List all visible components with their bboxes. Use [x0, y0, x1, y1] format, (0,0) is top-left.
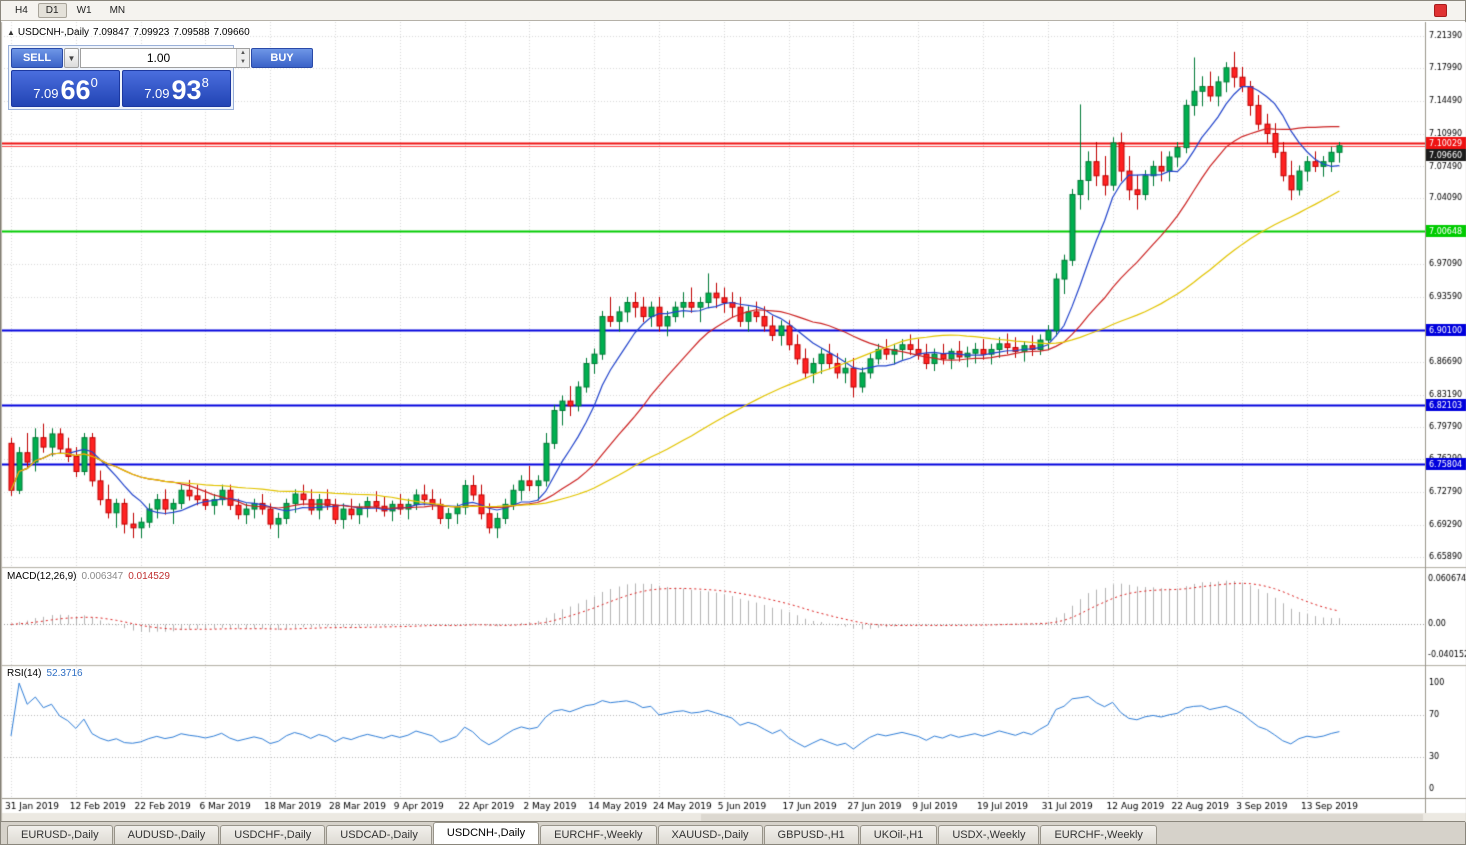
volume-spinner: ▲ ▼: [236, 49, 249, 67]
buy-price-button[interactable]: 7.09 93 8: [122, 70, 231, 107]
chart-symbol: USDCNH-,Daily: [17, 27, 90, 38]
ohlc-close: 7.09660: [213, 27, 250, 38]
sell-price-prefix: 7.09: [33, 86, 59, 101]
chart-tabs-bar: EURUSD-,Daily AUDUSD-,Daily USDCHF-,Daily U…: [1, 821, 1465, 844]
trade-panel-controls: SELL ▼ ▲ ▼ BUY: [11, 48, 313, 68]
chart-tab-8[interactable]: UKOil-,H1: [859, 825, 938, 844]
macd-name: MACD(12,26,9): [7, 571, 77, 582]
sell-price-main: 66: [60, 75, 91, 105]
chart-tab-7[interactable]: GBPUSD-,H1: [763, 825, 859, 844]
sell-button[interactable]: SELL: [11, 48, 63, 68]
macd-pane-separator[interactable]: [1, 564, 1425, 571]
macd-signal-value: 0.014529: [128, 571, 170, 582]
volume-increase-button[interactable]: ▲: [237, 49, 249, 58]
buy-price-main: 93: [171, 75, 202, 105]
buy-price-pip: 8: [201, 75, 209, 90]
ohlc-open: 7.09847: [93, 27, 130, 38]
timeframe-button-h4[interactable]: H4: [15, 5, 28, 16]
chart-tab-4[interactable]: USDCNH-,Daily: [432, 822, 540, 844]
chart-tab-9[interactable]: USDX-,Weekly: [938, 825, 1040, 844]
timeframe-button-w1[interactable]: W1: [76, 5, 92, 16]
chart-tab-1[interactable]: AUDUSD-,Daily: [113, 825, 220, 844]
rsi-pane-separator[interactable]: [1, 662, 1425, 669]
macd-indicator-label: MACD(12,26,9) 0.006347 0.014529: [7, 571, 175, 582]
sell-price-button[interactable]: 7.09 66 0: [11, 70, 120, 107]
timeframe-toolbar: H4 D1 W1 MN: [1, 1, 1465, 21]
time-axis[interactable]: [1, 798, 1425, 813]
rsi-value: 52.3716: [46, 668, 83, 679]
collapse-trade-panel-icon[interactable]: ▲: [7, 28, 15, 37]
timeframe-button-d1[interactable]: D1: [37, 3, 67, 18]
rsi-indicator-label: RSI(14) 52.3716: [7, 668, 88, 679]
ohlc-high: 7.09923: [133, 27, 170, 38]
trade-panel-prices: 7.09 66 0 7.09 93 8: [11, 70, 231, 107]
buy-price-prefix: 7.09: [144, 86, 170, 101]
price-axis[interactable]: [1425, 22, 1466, 798]
buy-button[interactable]: BUY: [251, 48, 313, 68]
volume-decrease-button[interactable]: ▼: [237, 58, 249, 67]
chart-tab-6[interactable]: XAUUSD-,Daily: [657, 825, 763, 844]
chart-tab-3[interactable]: USDCAD-,Daily: [326, 825, 432, 844]
timeframe-button-mn[interactable]: MN: [109, 5, 126, 16]
chart-tab-5[interactable]: EURCHF-,Weekly: [540, 825, 657, 844]
chart-tab-2[interactable]: USDCHF-,Daily: [220, 825, 326, 844]
chart-tab-0[interactable]: EURUSD-,Daily: [7, 825, 113, 844]
chevron-down-icon: ▼: [67, 53, 76, 63]
chart-tab-10[interactable]: EURCHF-,Weekly: [1040, 825, 1157, 844]
rsi-name: RSI(14): [7, 668, 42, 679]
volume-dropdown-button[interactable]: ▼: [64, 48, 79, 68]
sell-price-pip: 0: [90, 75, 98, 90]
chart-title: ▲ USDCNH-,Daily 7.09847 7.09923 7.09588 7.096…: [7, 27, 254, 38]
macd-main-value: 0.006347: [81, 571, 124, 582]
volume-field: ▲ ▼: [80, 48, 250, 68]
volume-input[interactable]: [81, 49, 236, 67]
ohlc-low: 7.09588: [173, 27, 210, 38]
timeframe-button-group: H4 D1 W1 MN: [7, 3, 133, 18]
status-icon-red[interactable]: [1434, 4, 1447, 17]
